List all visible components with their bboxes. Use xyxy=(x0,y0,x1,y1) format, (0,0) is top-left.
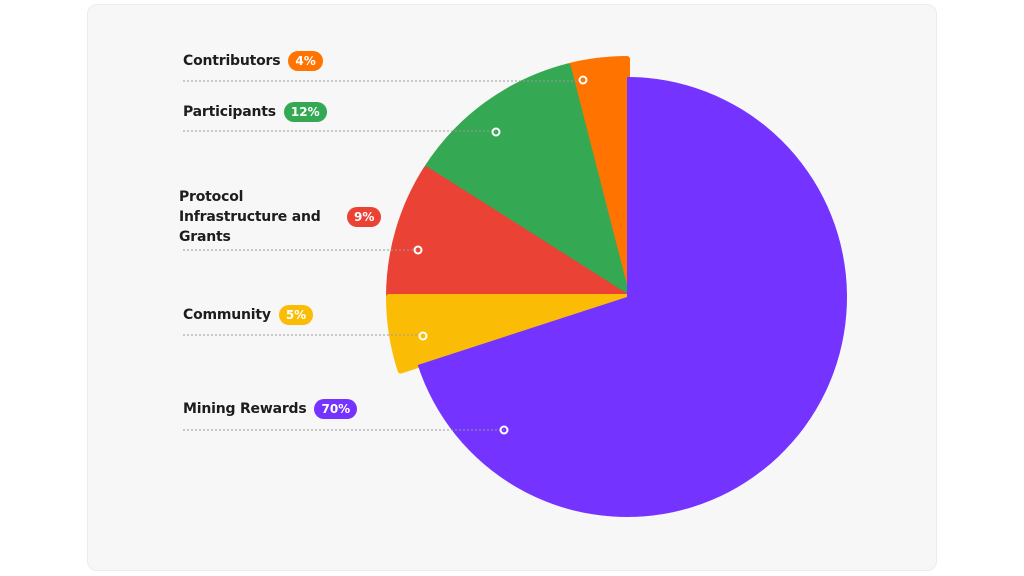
slice-label: Participants xyxy=(183,104,276,120)
slice-dot xyxy=(491,127,501,137)
value-label: 9% xyxy=(347,207,382,227)
legend-item: Community 5% xyxy=(183,305,314,325)
slice-dot xyxy=(418,331,428,341)
slice-label: Protocol Infrastructure and Grants xyxy=(179,189,321,245)
value-label: 5% xyxy=(278,305,314,325)
pie-slice xyxy=(417,77,847,518)
pie-slice xyxy=(386,166,630,300)
legend-item: Mining Rewards 70% xyxy=(183,399,358,419)
value-label: 4% xyxy=(288,51,323,71)
value-label: 12% xyxy=(283,102,327,122)
pie-slice xyxy=(386,294,630,374)
slice-dot xyxy=(578,75,588,85)
legend-item: Protocol Infrastructure and Grants 9% xyxy=(179,187,382,247)
value-label: 70% xyxy=(314,399,358,419)
slice-dot xyxy=(413,245,423,255)
slice-dot xyxy=(499,425,509,435)
legend-item: Participants 12% xyxy=(183,102,327,122)
pie-slice xyxy=(423,63,630,300)
legend-item: Contributors 4% xyxy=(183,51,323,71)
slice-label: Mining Rewards xyxy=(183,401,307,417)
slice-label: Community xyxy=(183,307,271,323)
slice-label: Contributors xyxy=(183,53,281,69)
